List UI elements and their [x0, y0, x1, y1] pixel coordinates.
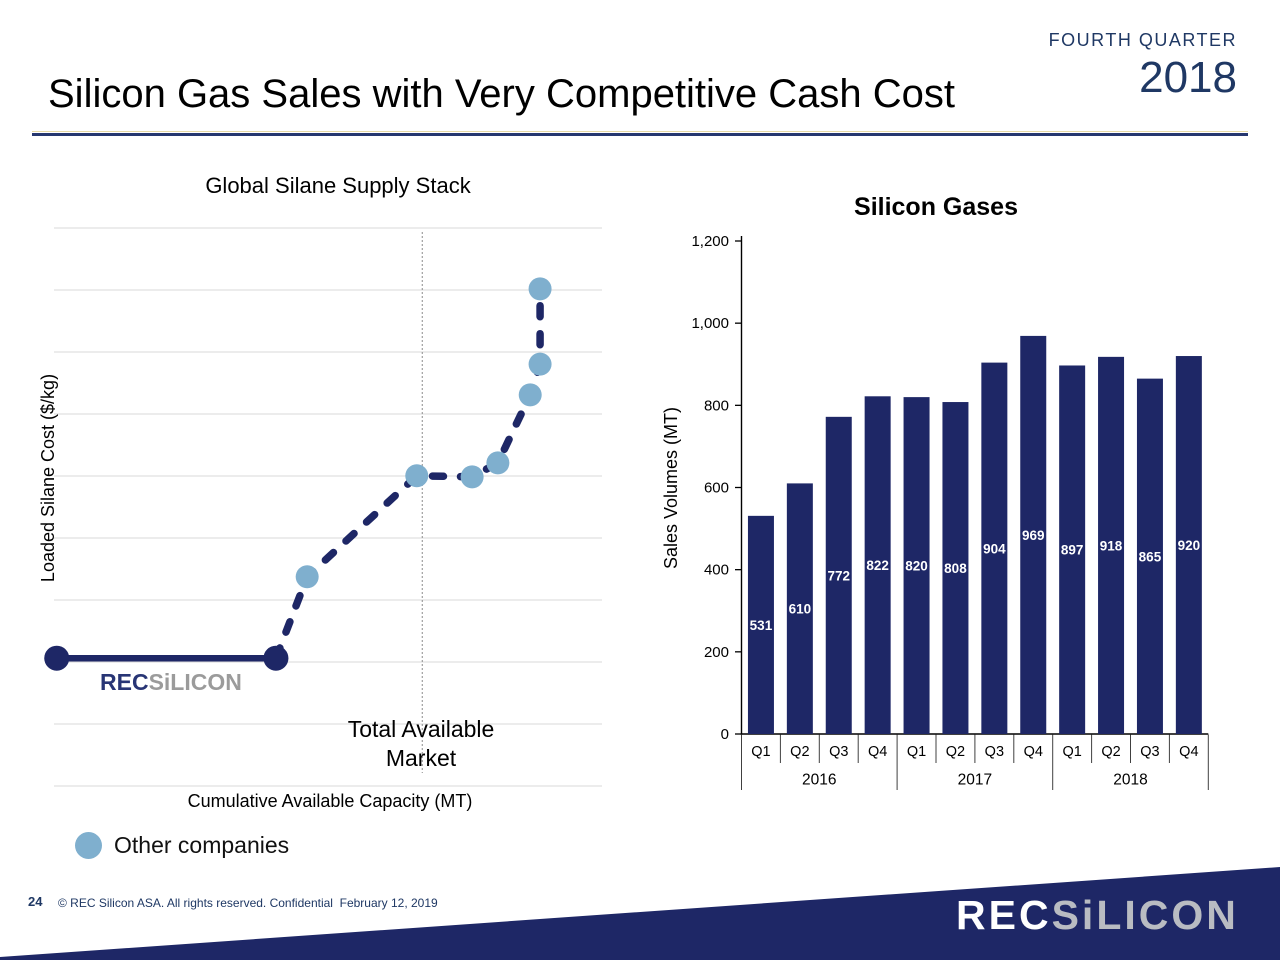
other-company-point — [486, 451, 510, 475]
legend-label: Other companies — [114, 832, 290, 858]
silicon-gases-chart: 0 200 400 600 800 1,000 1,200 531 Q1 610 Q2 772 Q3 82… — [661, 193, 1209, 790]
rec-silicon-logo: RECSiLICON — [956, 892, 1239, 939]
bar — [786, 483, 813, 734]
quarter-eyebrow: FOURTH QUARTER — [1048, 30, 1237, 50]
supply-y-axis-label: Loaded Silane Cost ($/kg) — [38, 374, 58, 582]
total-available-market-label: Total Available — [348, 716, 495, 742]
rec-silicon-watermark: RECSiLICON — [100, 669, 242, 695]
other-company-point — [460, 465, 484, 489]
bar — [981, 362, 1008, 734]
bar-value-label: 808 — [944, 561, 967, 576]
y-tick-label: 1,000 — [691, 315, 729, 332]
year-label: 2017 — [958, 772, 992, 789]
supply-stack-chart: Global Silane Supply Stack Loaded Silane … — [38, 173, 602, 811]
bar-value-label: 969 — [1022, 528, 1045, 543]
supply-chart-title: Global Silane Supply Stack — [205, 173, 471, 198]
logo-rec: REC — [956, 892, 1052, 938]
rec-silicon-point — [44, 645, 70, 671]
bar — [1136, 378, 1163, 734]
bar-value-label: 897 — [1061, 543, 1084, 558]
quarter-label: Q3 — [1140, 744, 1159, 760]
quarter-label: Q2 — [1101, 744, 1120, 760]
quarter-label: Q4 — [1179, 744, 1198, 760]
bar-value-label: 531 — [750, 618, 773, 633]
quarter-label: Q1 — [1062, 744, 1081, 760]
title-rule — [32, 133, 1248, 136]
other-company-point — [528, 277, 552, 301]
quarter-label: Q3 — [829, 744, 848, 760]
bar — [1175, 356, 1202, 734]
quarter-label: Q3 — [985, 744, 1004, 760]
bar-value-label: 610 — [789, 602, 812, 617]
bar-value-label: 865 — [1139, 549, 1162, 564]
bar-value-label: 820 — [905, 559, 928, 574]
y-tick-label: 1,200 — [691, 233, 729, 250]
bar-chart-title: Silicon Gases — [854, 193, 1018, 221]
other-company-point — [518, 383, 542, 407]
bar — [747, 515, 774, 734]
quarter-label: Q1 — [907, 744, 926, 760]
quarter-label: Q4 — [1024, 744, 1043, 760]
bar — [942, 402, 969, 734]
quarter-label: Q2 — [790, 744, 809, 760]
logo-silicon: SiLICON — [1051, 892, 1239, 938]
other-company-point — [405, 464, 429, 488]
other-company-point — [295, 565, 319, 589]
y-tick-label: 400 — [704, 562, 729, 579]
total-available-market-label: Market — [386, 745, 457, 771]
year-label: 2018 — [1139, 53, 1237, 102]
other-company-point — [528, 352, 552, 376]
bar — [825, 416, 852, 734]
y-tick-label: 200 — [704, 644, 729, 661]
legend: Other companies — [75, 832, 289, 859]
other-companies-marker-icon — [75, 832, 102, 859]
supply-x-axis-label: Cumulative Available Capacity (MT) — [188, 791, 473, 811]
bar — [903, 397, 930, 734]
bar-value-label: 904 — [983, 541, 1006, 556]
bar — [1098, 356, 1125, 734]
y-tick-label: 0 — [721, 726, 729, 743]
bar — [1059, 365, 1086, 734]
quarter-label: Q2 — [946, 744, 965, 760]
page-number: 24 — [28, 894, 43, 909]
copyright-text: © REC Silicon ASA. All rights reserved. … — [58, 896, 438, 910]
bar-value-label: 772 — [827, 568, 850, 583]
bar-value-label: 822 — [866, 558, 889, 573]
y-tick-label: 600 — [704, 480, 729, 497]
year-label: 2018 — [1113, 772, 1147, 789]
bar — [864, 396, 891, 734]
bar-y-axis-label: Sales Volumes (MT) — [661, 407, 681, 569]
title-rule-gold — [32, 131, 1248, 132]
rec-silicon-point — [263, 645, 289, 671]
y-tick-label: 800 — [704, 397, 729, 414]
bar-value-label: 920 — [1178, 538, 1201, 553]
bar-value-label: 918 — [1100, 538, 1123, 553]
quarter-label: Q4 — [868, 744, 887, 760]
year-label: 2016 — [802, 772, 836, 789]
bar — [1020, 335, 1047, 734]
quarter-label: Q1 — [751, 744, 770, 760]
page-title: Silicon Gas Sales with Very Competitive … — [48, 72, 956, 116]
